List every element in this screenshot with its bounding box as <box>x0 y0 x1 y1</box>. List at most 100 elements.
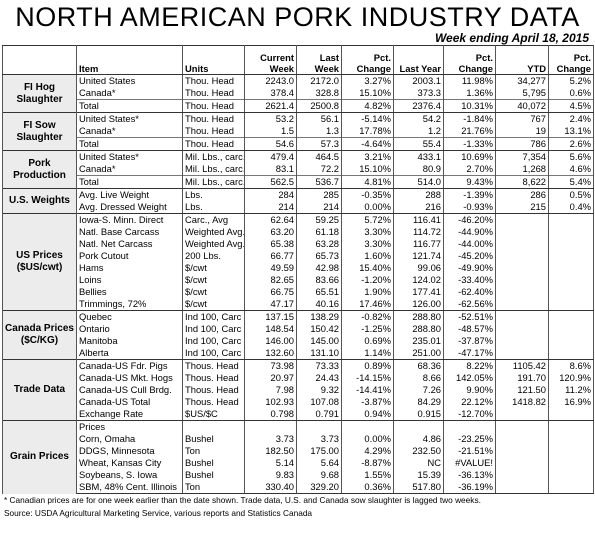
table-row: Wheat, Kansas City Bushel 5.14 5.64 -8.87% NC… <box>3 457 594 469</box>
table-body: FI Hog Slaughter United States Thou. Head 2… <box>2 74 594 494</box>
column-header: Last Week <box>296 45 342 75</box>
table-cell: 1.36% <box>443 87 496 100</box>
table-cell: Iowa-S. Minn. Direct <box>76 213 183 226</box>
table-cell: 378.4 <box>244 87 297 100</box>
table-cell: 514.0 <box>393 175 444 189</box>
table-cell: 145.00 <box>296 335 342 347</box>
table-cell: 8.66 <box>393 372 444 384</box>
table-cell: $/cwt <box>182 274 245 286</box>
table-cell: -36.13% <box>443 469 496 481</box>
table-cell: 2.70% <box>443 163 496 176</box>
table-row: US Prices ($US/cwt) Iowa-S. Minn. Direct C… <box>2 213 594 311</box>
footnotes: * Canadian prices are for one week earli… <box>2 494 593 520</box>
empty-cell <box>548 298 594 311</box>
table-row: Canada* Thou. Head 378.4 328.8 15.10% 373.3 1.… <box>3 87 594 100</box>
column-header: Item <box>76 45 183 75</box>
table-cell: -49.90% <box>443 262 496 274</box>
group-label: US Prices ($US/cwt) <box>2 213 77 311</box>
table-cell: 373.3 <box>393 87 444 100</box>
table-cell: 8.22% <box>443 359 496 372</box>
table-cell: -46.20% <box>443 213 496 226</box>
table-cell: Thou. Head <box>182 99 245 113</box>
table-cell: 57.3 <box>296 137 342 151</box>
empty-cell <box>548 347 594 360</box>
empty-cell <box>495 469 549 481</box>
table-cell: 2172.0 <box>296 74 342 87</box>
table-cell: 3.30% <box>341 226 394 238</box>
table-cell: 55.4 <box>393 137 444 151</box>
header-cell <box>2 45 77 75</box>
table-cell: 215 <box>495 201 549 214</box>
empty-cell <box>495 433 549 445</box>
table-cell: -21.51% <box>443 445 496 457</box>
table-cell: 286 <box>495 188 549 201</box>
table-cell: Ind 100, Carc <box>182 347 245 360</box>
table-cell: Alberta <box>76 347 183 360</box>
table-cell: 177.41 <box>393 286 444 298</box>
table-cell: 3.73 <box>244 433 297 445</box>
table-cell: Natl. Net Carcass <box>76 238 183 250</box>
table-cell: 7.98 <box>244 384 297 396</box>
table-cell: 56.1 <box>296 112 342 125</box>
table-row: Natl. Base Carcass Weighted Avg. 63.20 61.1… <box>3 226 594 238</box>
table-cell: United States* <box>76 112 183 125</box>
table-cell: 40,072 <box>495 99 549 113</box>
table-cell: 3.21% <box>341 150 394 163</box>
empty-cell <box>548 310 594 323</box>
empty-cell <box>495 213 549 226</box>
table-row: FI Sow Slaughter United States* Thou. Head… <box>2 112 594 151</box>
table-row: Canada* Thou. Head 1.5 1.3 17.78% 1.2 21.76% 19… <box>3 125 594 138</box>
empty-cell <box>548 481 594 494</box>
table-cell: 1.90% <box>341 286 394 298</box>
table-cell: -12.70% <box>443 408 496 421</box>
table-cell: Corn, Omaha <box>76 433 183 445</box>
table-cell: $/cwt <box>182 262 245 274</box>
table-cell: -36.19% <box>443 481 496 494</box>
table-cell: 10.69% <box>443 150 496 163</box>
table-cell: Thous. Head <box>182 372 245 384</box>
table-cell: 0.36% <box>341 481 394 494</box>
table-cell: 24.43 <box>296 372 342 384</box>
table-cell: Canada* <box>76 87 183 100</box>
table-row: Bellies $/cwt 66.75 65.51 1.90% 177.41 -62.40% <box>3 286 594 298</box>
table-cell: 63.20 <box>244 226 297 238</box>
table-cell: 536.7 <box>296 175 342 189</box>
table-row: Hams $/cwt 49.59 42.98 15.40% 99.06 -49.90% <box>3 262 594 274</box>
table-cell: 0.4% <box>548 201 594 214</box>
empty-cell <box>548 323 594 335</box>
table-cell: 9.83 <box>244 469 297 481</box>
table-cell: 83.66 <box>296 274 342 286</box>
table-cell: -44.90% <box>443 226 496 238</box>
table-cell: Natl. Base Carcass <box>76 226 183 238</box>
table-cell: Weighted Avg. <box>182 238 245 250</box>
table-row: Canada-US Mkt. Hogs Thous. Head 20.97 24.43… <box>3 372 594 384</box>
table-cell: 329.20 <box>296 481 342 494</box>
table-cell: 0.6% <box>548 87 594 100</box>
table-cell: Canada* <box>76 125 183 138</box>
empty-cell <box>495 445 549 457</box>
empty-cell <box>182 420 245 433</box>
table-cell: 4.5% <box>548 99 594 113</box>
group-label: Grain Prices <box>2 420 77 494</box>
table-cell: 1.14% <box>341 347 394 360</box>
table-cell: Ind 100, Carc <box>182 335 245 347</box>
table-cell: Canada* <box>76 163 183 176</box>
table-cell: 132.60 <box>244 347 297 360</box>
table-cell: 15.40% <box>341 262 394 274</box>
table-cell: 1.5 <box>244 125 297 138</box>
table-cell: Mil. Lbs., carc. <box>182 175 245 189</box>
table-cell: 150.42 <box>296 323 342 335</box>
table-cell: -3.87% <box>341 396 394 408</box>
table-cell: 1105.42 <box>495 359 549 372</box>
table-cell: Thou. Head <box>182 125 245 138</box>
group-label: Pork Production <box>2 150 77 189</box>
table-cell: 330.40 <box>244 481 297 494</box>
empty-cell <box>548 213 594 226</box>
table-cell: -62.40% <box>443 286 496 298</box>
table-cell: 15.10% <box>341 163 394 176</box>
table-cell: 15.10% <box>341 87 394 100</box>
table-cell: $US/$C <box>182 408 245 421</box>
table-cell: Ind 100, Carc <box>182 323 245 335</box>
table-cell: 1.3 <box>296 125 342 138</box>
table-cell: Bushel <box>182 469 245 481</box>
